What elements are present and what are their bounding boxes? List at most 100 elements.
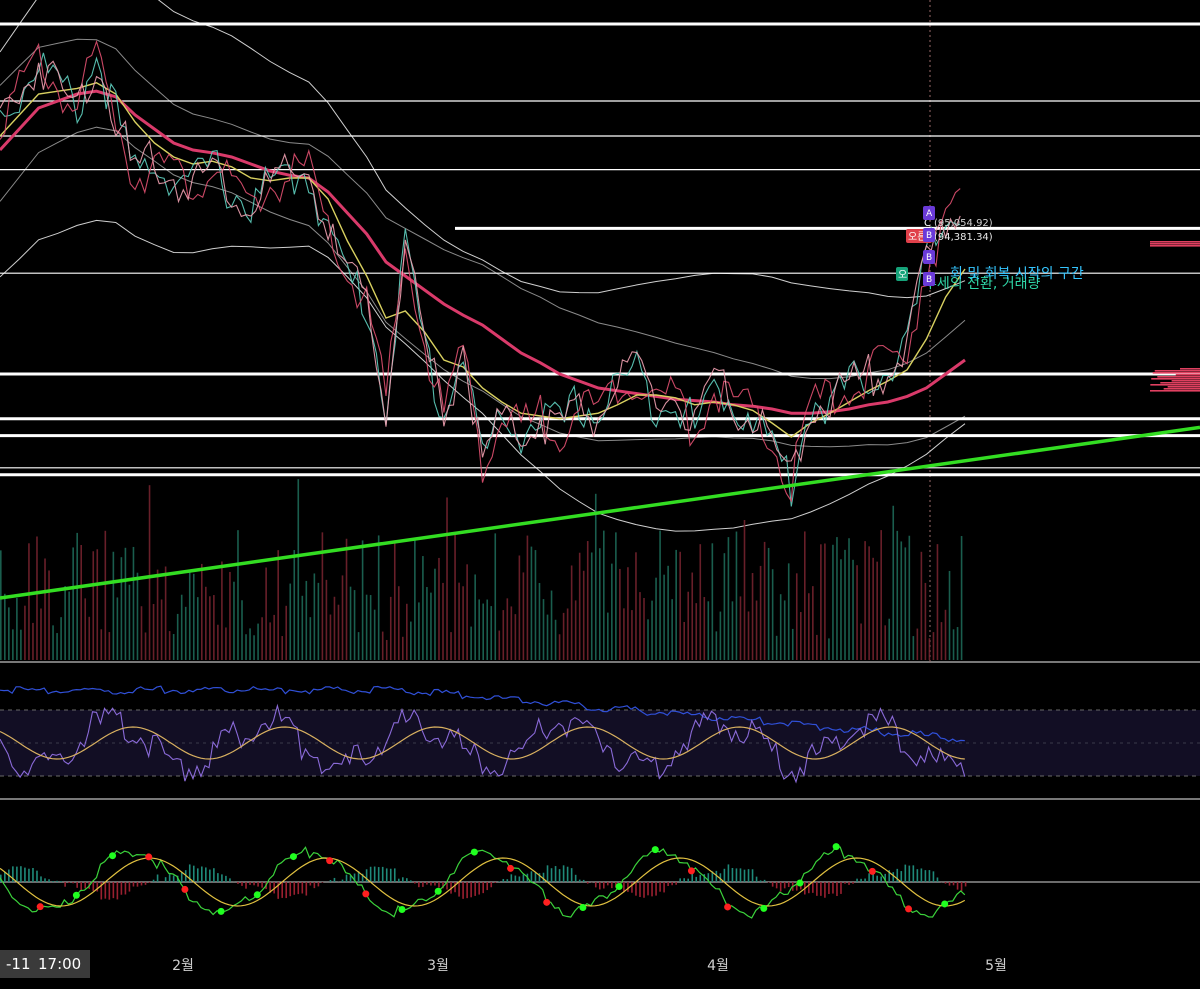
macd-hist-bar	[193, 866, 195, 882]
volume-bar	[398, 586, 400, 660]
volume-bar	[76, 533, 78, 660]
volume-bar	[269, 622, 271, 660]
macd-hist-bar	[109, 882, 111, 900]
macd-hist-bar	[165, 877, 167, 882]
macd-hist-bar	[249, 882, 251, 885]
volume-bar	[543, 599, 545, 660]
macd-hist-bar	[462, 882, 464, 899]
macd-hist-bar	[454, 882, 456, 892]
volume-bar	[635, 552, 637, 660]
volume-bar	[884, 625, 886, 660]
macd-cross-dot	[579, 904, 586, 911]
volume-bar	[603, 531, 605, 660]
macd-hist-bar	[330, 880, 332, 882]
macd-hist-bar	[913, 865, 915, 882]
macd-hist-bar	[346, 875, 348, 882]
volume-bar	[161, 599, 163, 660]
volume-bar	[888, 619, 890, 660]
macd-hist-bar	[925, 870, 927, 882]
volume-bar	[503, 610, 505, 660]
macd-hist-bar	[398, 879, 400, 882]
volume-bar	[44, 558, 46, 660]
volume-bar	[772, 569, 774, 660]
macd-hist-bar	[933, 871, 935, 882]
volume-bar	[52, 625, 54, 660]
macd-hist-bar	[213, 868, 215, 882]
volume-bar	[145, 632, 147, 660]
macd-hist-bar	[683, 878, 685, 882]
volume-profile-bar	[1157, 376, 1200, 378]
volume-bar	[229, 572, 231, 660]
volume-bar	[64, 586, 66, 660]
volume-bar	[334, 597, 336, 660]
macd-hist-bar	[949, 882, 951, 886]
volume-bar	[655, 578, 657, 660]
macd-hist-bar	[105, 882, 107, 899]
macd-hist-bar	[860, 879, 862, 882]
volume-bar	[133, 547, 135, 660]
annotation-marker-2: 오	[898, 270, 907, 281]
macd-hist-bar	[257, 882, 259, 887]
macd-hist-bar	[145, 882, 147, 885]
macd-hist-bar	[310, 882, 312, 886]
volume-bar	[563, 613, 565, 660]
volume-bar	[961, 536, 963, 660]
volume-bar	[732, 601, 734, 660]
volume-bar	[913, 636, 915, 660]
macd-cross-dot	[471, 849, 478, 856]
volume-bar	[390, 597, 392, 660]
volume-bar	[326, 580, 328, 660]
volume-bar	[852, 560, 854, 660]
volume-bar	[716, 631, 718, 660]
volume-bar	[382, 632, 384, 660]
volume-bar	[515, 614, 517, 660]
volume-bar	[792, 629, 794, 660]
macd-hist-bar	[490, 882, 492, 887]
macd-hist-bar	[430, 882, 432, 885]
volume-bar	[205, 587, 207, 660]
macd-hist-bar	[80, 882, 82, 890]
macd-hist-bar	[929, 870, 931, 882]
volume-bar	[704, 597, 706, 660]
volume-profile-bar	[1150, 384, 1200, 386]
macd-hist-bar	[663, 882, 665, 892]
macd-hist-bar	[812, 882, 814, 893]
volume-bar	[470, 627, 472, 660]
volume-bar	[615, 532, 617, 660]
macd-hist-bar	[892, 872, 894, 882]
volume-bar	[185, 607, 187, 660]
volume-bar	[297, 479, 299, 660]
volume-bar	[462, 586, 464, 660]
volume-bar	[953, 629, 955, 660]
macd-hist-bar	[599, 882, 601, 889]
macd-hist-bar	[289, 882, 291, 896]
volume-bar	[555, 620, 557, 660]
volume-bar	[937, 544, 939, 660]
volume-bar	[623, 608, 625, 660]
macd-hist-bar	[563, 865, 565, 882]
volume-bar	[856, 565, 858, 660]
volume-profile-bar	[1150, 241, 1200, 243]
volume-bar	[651, 601, 653, 660]
macd-hist-bar	[864, 879, 866, 882]
macd-hist-bar	[816, 882, 818, 896]
volume-profile-bar	[1160, 382, 1200, 384]
macd-hist-bar	[595, 882, 597, 887]
volume-bar	[571, 565, 573, 660]
volume-bar	[800, 612, 802, 660]
volume-profile-bar	[1180, 368, 1200, 370]
volume-bar	[410, 622, 412, 660]
macd-hist-bar	[848, 882, 850, 885]
macd-hist-bar	[965, 882, 967, 886]
volume-bar	[314, 573, 316, 660]
volume-profile-bar	[1168, 386, 1200, 388]
macd-hist-bar	[840, 882, 842, 894]
volume-bar	[80, 545, 82, 660]
macd-cross-dot	[290, 853, 297, 860]
volume-bar	[788, 563, 790, 660]
volume-bar	[941, 622, 943, 660]
volume-bar	[32, 623, 34, 660]
macd-hist-bar	[92, 882, 94, 891]
